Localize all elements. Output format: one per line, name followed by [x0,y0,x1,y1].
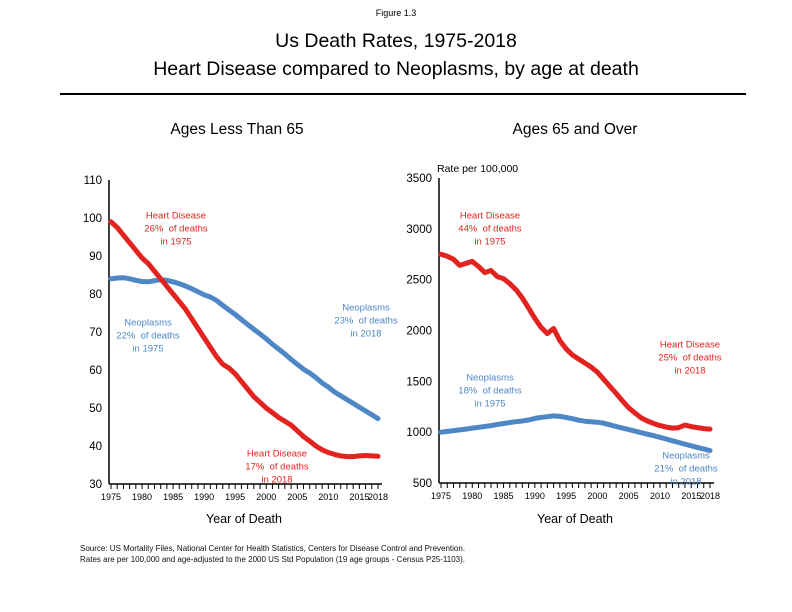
annotation-neoplasms-2018-over65: Neoplasms 21% of deaths in 2018 [654,450,718,488]
figure-number-label: Figure 1.3 [375,8,417,18]
left-xaxis-title: Year of Death [206,512,282,526]
y-tick-label: 2500 [406,275,432,287]
heart-disease-line [108,219,381,460]
x-tick-label: 1975 [431,491,451,501]
y-tick-label: 3500 [406,173,432,185]
annotation-heart-disease-1975-over65: Heart Disease 44% of deaths in 1975 [458,210,522,248]
right-xaxis-title: Year of Death [537,512,613,526]
y-tick-label: 3000 [406,224,432,236]
annotation-heart-disease-2018-under65: Heart Disease 17% of deaths in 2018 [245,448,309,486]
y-tick-label: 50 [89,403,102,415]
x-tick-label: 1990 [525,491,545,501]
annotation-heart-disease-2018-over65: Heart Disease 25% of deaths in 2018 [658,339,722,377]
x-tick-label: 2010 [318,492,338,502]
y-tick-label: 500 [413,478,432,490]
x-tick-label: 2000 [587,491,607,501]
y-tick-label: 80 [89,289,102,301]
x-tick-label: 1990 [194,492,214,502]
y-tick-label: 100 [83,213,102,225]
annotation-neoplasms-2018-under65: Neoplasms 23% of deaths in 2018 [334,302,398,340]
left-panel-title: Ages Less Than 65 [170,121,304,138]
rate-per-100000-label: Rate per 100,000 [437,163,519,175]
title-divider-rule [60,93,746,95]
x-tick-label: 1975 [101,492,121,502]
x-tick-label: 1985 [163,492,183,502]
right-panel-title: Ages 65 and Over [512,121,638,138]
chart-under-65: 1975 1980 1985 1990 1995 2000 2005 2010 20152018… [83,175,388,502]
x-tick-label: 2018 [368,492,388,502]
y-tick-label: 110 [84,175,102,187]
annotation-neoplasms-1975-under65: Neoplasms 22% of deaths in 1975 [116,317,180,355]
x-tick-label: 1985 [494,491,514,501]
x-tick-label: 2005 [287,492,307,502]
source-note-line1: Source: US Mortality Files, National Cen… [80,544,466,553]
annotation-heart-disease-1975-under65: Heart Disease 26% of deaths in 1975 [144,210,208,248]
y-tick-label: 1500 [406,376,432,388]
page-title-line1: Us Death Rates, 1975-2018 [275,30,517,52]
x-tick-label: 1980 [462,491,482,501]
x-tick-label: 2015 [681,491,701,501]
y-tick-label: 60 [89,365,102,377]
y-tick-label: 1000 [406,427,432,439]
x-tick-label: 2000 [256,492,276,502]
page-title-line2: Heart Disease compared to Neoplasms, by … [153,58,639,80]
x-tick-label: 2005 [619,491,639,501]
chart-65-and-over: 1975 1980 1985 1990 1995 2000 2005 2010 20152018… [406,173,720,501]
y-tick-label: 2000 [406,326,432,338]
source-note-line2: Rates are per 100,000 and age-adjusted t… [80,555,465,564]
neoplasms-line [108,275,381,422]
y-tick-label: 30 [89,479,102,491]
y-tick-label: 40 [89,441,102,453]
x-tick-label: 1995 [556,491,576,501]
x-tick-label: 2010 [650,491,670,501]
x-tick-label: 1995 [225,492,245,502]
annotation-neoplasms-1975-over65: Neoplasms 18% of deaths in 1975 [458,372,522,410]
neoplasms-line [438,413,713,453]
x-tick-label: 2018 [700,491,720,501]
x-tick-label: 1980 [132,492,152,502]
y-tick-label: 70 [89,327,102,339]
heart-disease-line [438,251,713,432]
y-tick-label: 90 [89,251,102,263]
x-tick-label: 2015 [349,492,369,502]
